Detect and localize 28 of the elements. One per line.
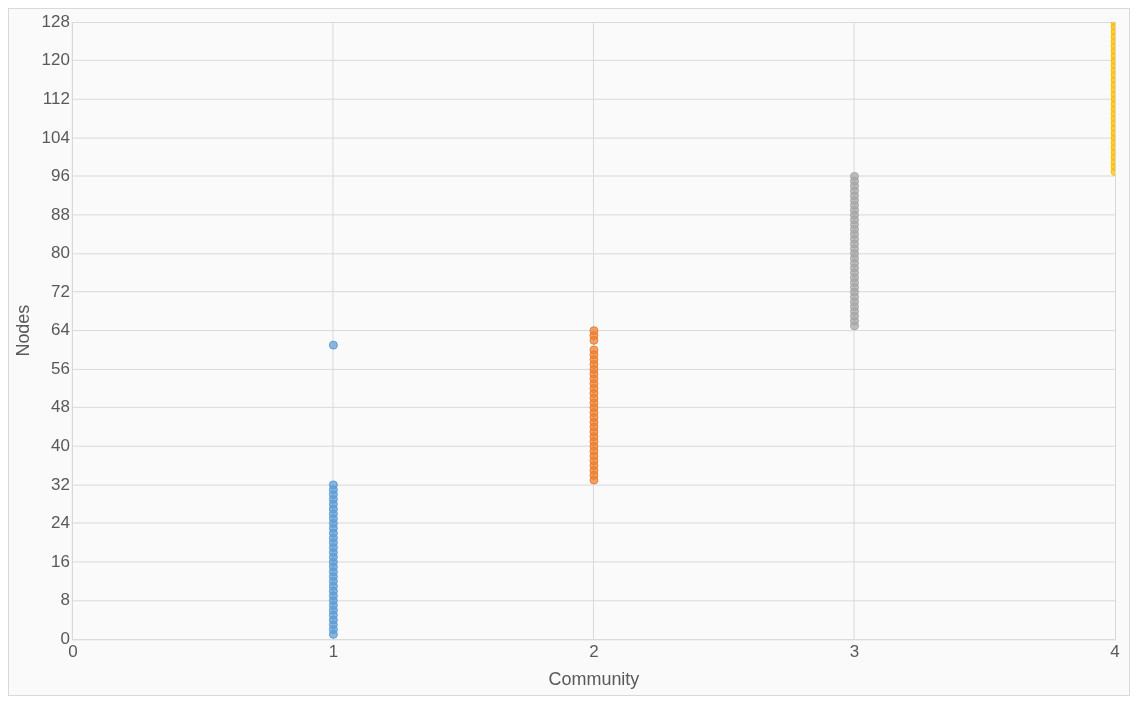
y-tick-label: 72 — [50, 281, 70, 301]
x-tick-label: 2 — [589, 642, 599, 661]
y-tick-label: 80 — [50, 243, 70, 263]
y-tick-label: 16 — [50, 551, 70, 571]
point — [589, 345, 599, 355]
y-tick-label: 48 — [50, 397, 70, 417]
y-axis-title: Nodes — [12, 304, 33, 357]
y-tick-label: 56 — [50, 358, 70, 378]
x-tick-label: 4 — [1110, 642, 1120, 661]
y-tick-label: 64 — [50, 320, 70, 340]
x-tick-label: 3 — [849, 642, 860, 661]
y-tick-label: 112 — [42, 88, 70, 108]
y-tick-label: 40 — [50, 436, 70, 456]
point — [328, 340, 338, 350]
point — [589, 326, 599, 336]
point — [328, 480, 338, 490]
y-tick-label: 32 — [50, 474, 70, 494]
point — [849, 171, 859, 181]
y-tick-label: 104 — [41, 127, 70, 147]
y-tick-label: 128 — [41, 11, 70, 31]
y-tick-label: 88 — [50, 204, 70, 224]
y-tick-label: 24 — [50, 513, 70, 533]
y-tick-label: 8 — [60, 590, 70, 610]
y-tick-label: 120 — [41, 50, 70, 70]
x-tick-label: 1 — [328, 642, 339, 661]
y-tick-label: 0 — [60, 628, 70, 648]
x-axis-title: Community — [548, 669, 640, 690]
y-tick-label: 96 — [50, 166, 70, 186]
